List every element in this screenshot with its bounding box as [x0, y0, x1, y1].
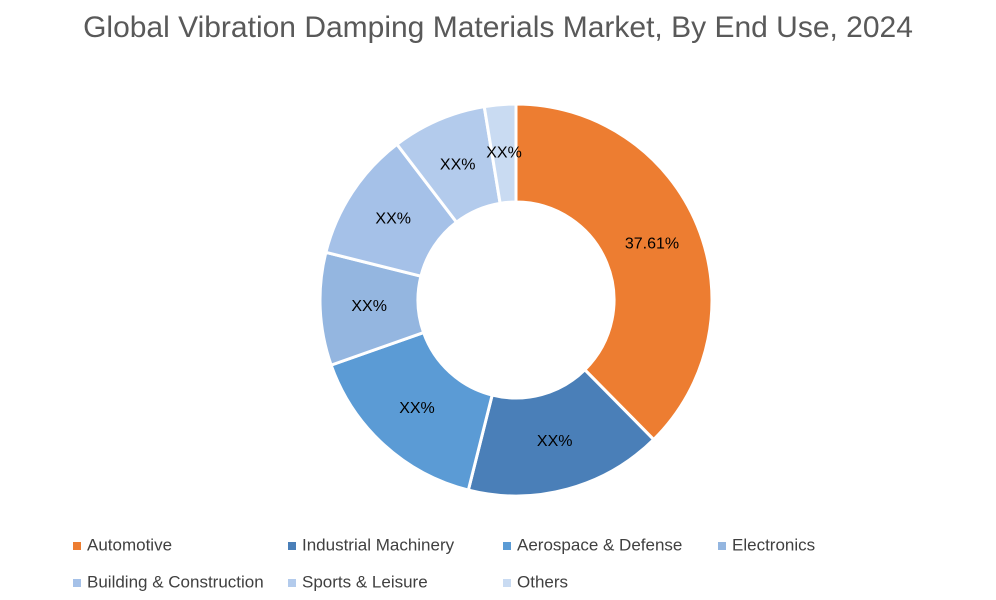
legend-marker	[503, 542, 511, 550]
donut-segment	[329, 330, 494, 492]
legend-label: Others	[517, 572, 568, 591]
legend-marker	[73, 542, 81, 550]
data-label: XX%	[399, 400, 435, 417]
data-label: XX%	[486, 145, 522, 162]
donut-segment	[466, 367, 656, 498]
legend-marker	[503, 579, 511, 587]
legend-marker	[73, 579, 81, 587]
legend-label: Industrial Machinery	[302, 535, 455, 554]
data-label: XX%	[440, 156, 476, 173]
donut-segment	[482, 102, 518, 206]
data-label: XX%	[351, 298, 387, 315]
legend-marker	[288, 579, 296, 587]
legend-label: Automotive	[87, 535, 172, 554]
chart-title: Global Vibration Damping Materials Marke…	[83, 11, 913, 44]
legend-marker	[288, 542, 296, 550]
data-label: XX%	[537, 433, 573, 450]
donut-segment	[514, 102, 714, 442]
legend-label: Electronics	[732, 535, 815, 554]
legend-marker	[718, 542, 726, 550]
data-label: 37.61%	[625, 235, 679, 252]
legend-label: Sports & Leisure	[302, 572, 428, 591]
legend-label: Aerospace & Defense	[517, 535, 682, 554]
legend-label: Building & Construction	[87, 572, 264, 591]
data-label: XX%	[375, 210, 411, 227]
